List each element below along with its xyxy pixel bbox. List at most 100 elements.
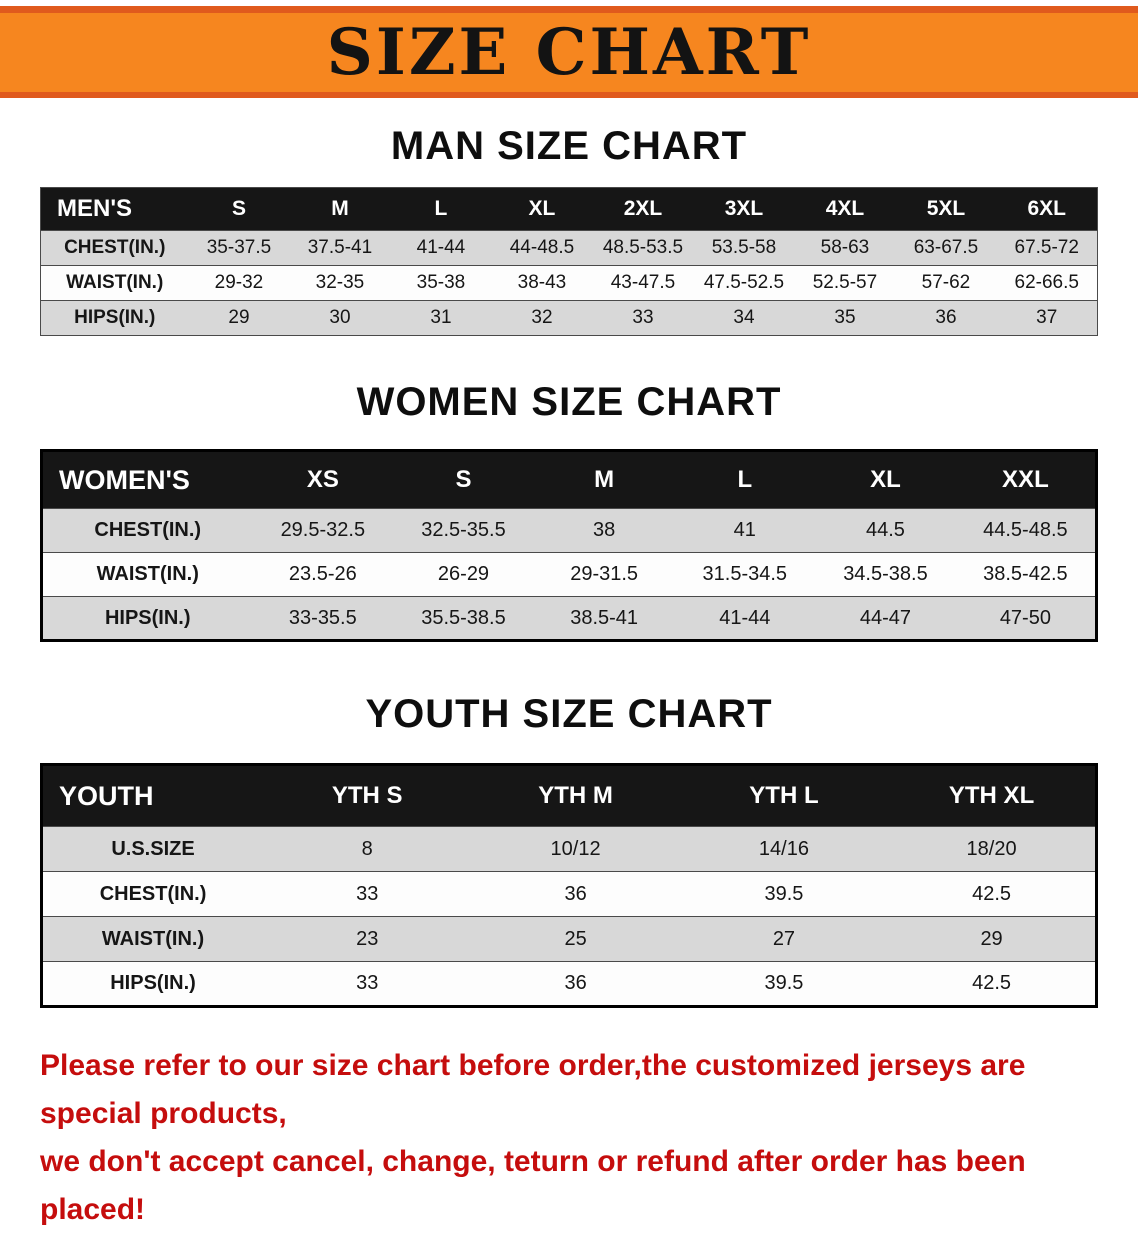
size-value-cell: 29.5-32.5: [280, 519, 366, 541]
table-row: HIPS(IN.) 33-35.5 35.5-38.5 38.5-41 41-44 44-…: [41, 596, 1097, 641]
row-label-cell: HIPS(IN.): [110, 972, 196, 994]
size-column-header: XS: [252, 450, 394, 509]
table-title-cell: YOUTH: [41, 764, 264, 827]
size-value-cell: 36: [564, 882, 587, 905]
women-chart-heading: WOMEN SIZE CHART: [356, 380, 782, 424]
size-value-cell: 36: [564, 972, 587, 994]
size-column-header: S: [188, 187, 290, 231]
size-column-header: 2XL: [592, 187, 694, 231]
size-column-header: YTH S: [263, 764, 472, 827]
size-value-cell: 31: [430, 307, 452, 328]
size-value-cell: 48.5-53.5: [602, 237, 684, 258]
table-row: WAIST(IN.) 29-32 32-35 35-38 38-43 43-47.5 47.…: [40, 265, 1098, 301]
page-title: SIZE CHART: [326, 15, 812, 90]
size-value-cell: 37: [1036, 307, 1058, 328]
size-column-header: 3XL: [693, 187, 795, 231]
size-column-header: 6XL: [996, 187, 1098, 231]
size-value-cell: 39.5: [764, 972, 804, 994]
size-value-cell: 23.5-26: [288, 563, 357, 585]
table-title-cell: MEN'S: [40, 187, 189, 231]
size-value-cell: 38.5-41: [570, 606, 639, 629]
size-value-cell: 29-32: [214, 272, 264, 293]
banner: SIZE CHART: [0, 6, 1138, 98]
size-value-cell: 38-43: [517, 272, 567, 293]
size-value-cell: 63-67.5: [913, 237, 979, 258]
size-column-header: YTH XL: [888, 764, 1097, 827]
size-value-cell: 53.5-58: [711, 237, 777, 258]
size-value-cell: 29: [980, 927, 1003, 950]
size-value-cell: 31.5-34.5: [702, 563, 788, 585]
size-value-cell: 44-48.5: [509, 237, 575, 258]
row-label-cell: HIPS(IN.): [104, 606, 191, 629]
women-size-section: WOMEN SIZE CHART WOMEN'S XS S M L XL XXL CHEST(…: [40, 380, 1098, 642]
table-title-cell: WOMEN'S: [41, 450, 253, 509]
size-value-cell: 14/16: [758, 837, 809, 860]
youth-size-section: YOUTH SIZE CHART YOUTH YTH S YTH M YTH L YTH…: [40, 692, 1098, 1008]
disclaimer: Please refer to our size chart before or…: [40, 1042, 1098, 1234]
row-label-cell: CHEST(IN.): [99, 882, 207, 905]
size-value-cell: 37.5-41: [307, 237, 373, 258]
size-value-cell: 33-35.5: [288, 606, 357, 629]
table-row: CHEST(IN.) 33 36 39.5 42.5: [41, 871, 1097, 917]
size-value-cell: 23: [356, 927, 379, 950]
size-value-cell: 8: [361, 837, 373, 860]
size-value-cell: 44.5-48.5: [983, 519, 1068, 541]
size-value-cell: 33: [632, 307, 654, 328]
disclaimer-line-1: Please refer to our size chart before or…: [40, 1049, 1026, 1130]
size-value-cell: 18/20: [966, 837, 1017, 860]
size-column-header: XXL: [955, 450, 1097, 509]
row-label-cell: WAIST(IN.): [66, 272, 164, 293]
size-value-cell: 32-35: [315, 272, 365, 293]
size-value-cell: 57-62: [921, 272, 971, 293]
size-column-header: 4XL: [794, 187, 896, 231]
size-value-cell: 35: [834, 307, 856, 328]
size-value-cell: 47-50: [999, 606, 1051, 629]
size-value-cell: 32.5-35.5: [421, 519, 506, 541]
size-value-cell: 29: [228, 307, 250, 328]
table-row: U.S.SIZE 8 10/12 14/16 18/20: [41, 826, 1097, 872]
row-label-cell: CHEST(IN.): [94, 519, 202, 541]
size-value-cell: 52.5-57: [812, 272, 878, 293]
size-value-cell: 32: [531, 307, 553, 328]
table-row: CHEST(IN.) 29.5-32.5 32.5-35.5 38 41 44.5 44.5…: [41, 508, 1097, 553]
size-value-cell: 33: [356, 972, 379, 994]
row-label-cell: HIPS(IN.): [74, 307, 156, 328]
size-value-cell: 26-29: [437, 563, 490, 585]
men-chart-heading: MAN SIZE CHART: [390, 124, 748, 168]
size-value-cell: 38: [593, 519, 616, 541]
size-value-cell: 25: [564, 927, 587, 950]
size-value-cell: 42.5: [972, 972, 1012, 994]
size-column-header: XL: [491, 187, 593, 231]
size-value-cell: 34.5-38.5: [843, 563, 928, 585]
table-row: CHEST(IN.) 35-37.5 37.5-41 41-44 44-48.5 48.5…: [40, 230, 1098, 266]
size-column-header: XL: [815, 450, 956, 509]
size-column-header: YTH L: [679, 764, 889, 827]
size-value-cell: 36: [935, 307, 957, 328]
size-column-header: M: [533, 450, 675, 509]
men-size-section: MAN SIZE CHART MEN'S S M L XL 2XL 3XL 4XL 5XL 6XL…: [40, 124, 1098, 336]
size-value-cell: 34: [733, 307, 755, 328]
women-size-table: WOMEN'S XS S M L XL XXL CHEST(IN.) 29.5-32.5 32.5…: [40, 449, 1098, 642]
size-column-header: S: [393, 450, 534, 509]
size-column-header: YTH M: [471, 764, 680, 827]
table-row: HIPS(IN.) 29 30 31 32 33 34 35 36 37: [40, 300, 1098, 336]
size-value-cell: 35-38: [416, 272, 466, 293]
youth-size-table: YOUTH YTH S YTH M YTH L YTH XL U.S.SIZE 8 10/12…: [40, 763, 1098, 1008]
size-column-header: M: [289, 187, 391, 231]
row-label-cell: WAIST(IN.): [101, 927, 205, 950]
youth-chart-heading: YOUTH SIZE CHART: [365, 692, 773, 736]
size-value-cell: 58-63: [820, 237, 870, 258]
size-column-header: L: [390, 187, 492, 231]
table-row: WAIST(IN.) 23.5-26 26-29 29-31.5 31.5-34.5 34…: [41, 552, 1097, 597]
size-value-cell: 62-66.5: [1014, 272, 1079, 293]
size-value-cell: 10/12: [550, 837, 601, 860]
size-value-cell: 29-31.5: [570, 563, 639, 585]
header-row: YOUTH YTH S YTH M YTH L YTH XL: [41, 764, 1097, 827]
size-value-cell: 42.5: [972, 882, 1012, 905]
row-label-cell: U.S.SIZE: [111, 837, 195, 860]
size-value-cell: 41-44: [416, 237, 466, 258]
size-value-cell: 35.5-38.5: [421, 606, 506, 629]
size-value-cell: 41: [733, 519, 756, 541]
size-value-cell: 35-37.5: [206, 237, 272, 258]
size-value-cell: 33: [356, 882, 379, 905]
